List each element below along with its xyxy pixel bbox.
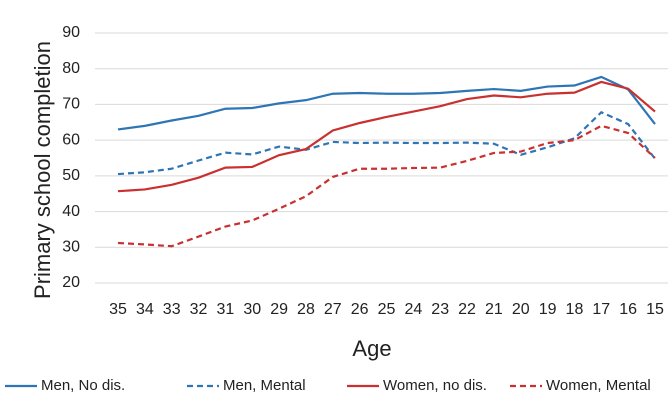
x-tick-label: 27: [324, 301, 342, 318]
x-tick-label: 29: [270, 301, 288, 318]
y-tick-label: 90: [62, 24, 80, 41]
y-tick-label: 40: [62, 203, 80, 220]
x-tick-label: 18: [566, 301, 584, 318]
x-tick-label: 33: [163, 301, 181, 318]
series-line: [117, 110, 656, 176]
x-tick-label: 17: [592, 301, 610, 318]
legend-label: Women, Mental: [546, 377, 651, 394]
x-tick-label: 15: [646, 301, 664, 318]
x-tick-label: 22: [458, 301, 476, 318]
x-tick-label: 20: [512, 301, 530, 318]
y-axis-title: Primary school completion: [30, 41, 55, 299]
y-tick-label: 70: [62, 96, 80, 113]
legend-label: Men, Mental: [223, 377, 306, 394]
x-tick-label: 25: [378, 301, 396, 318]
y-tick-label: 30: [62, 239, 80, 256]
x-tick-label: 31: [217, 301, 235, 318]
x-tick-label: 32: [190, 301, 208, 318]
x-tick-label: 30: [243, 301, 261, 318]
x-tick-label: 24: [404, 301, 422, 318]
series-line: [117, 124, 656, 248]
legend-label: Women, no dis.: [383, 377, 487, 394]
x-tick-label: 34: [136, 301, 154, 318]
x-tick-label: 28: [297, 301, 315, 318]
x-tick-label: 21: [485, 301, 503, 318]
x-tick-label: 16: [619, 301, 637, 318]
series-line: [117, 75, 656, 131]
x-tick-label: 35: [109, 301, 127, 318]
x-tick-label: 26: [351, 301, 369, 318]
legend-label: Men, No dis.: [41, 377, 125, 394]
x-axis-title: Age: [352, 336, 391, 361]
y-tick-label: 80: [62, 60, 80, 77]
y-tick-label: 20: [62, 274, 80, 291]
x-tick-label: 23: [431, 301, 449, 318]
series-line: [117, 80, 656, 193]
y-tick-label: 60: [62, 131, 80, 148]
x-tick-label: 19: [539, 301, 557, 318]
y-tick-label: 50: [62, 167, 80, 184]
